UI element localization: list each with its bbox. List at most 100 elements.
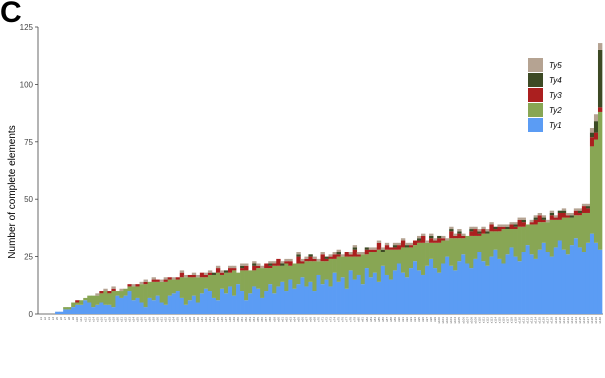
x-tick-label: s50 bbox=[236, 317, 240, 322]
bar-segment-ty5 bbox=[244, 263, 249, 266]
x-tick-label: s21 bbox=[119, 317, 123, 322]
x-tick-label: s98 bbox=[429, 317, 433, 322]
bar-segment-ty3 bbox=[553, 217, 559, 220]
bar-segment-ty3 bbox=[368, 249, 374, 253]
bar-segment-ty1 bbox=[533, 258, 539, 314]
bar-segment-ty1 bbox=[236, 284, 241, 314]
bar-segment-ty2 bbox=[63, 307, 68, 310]
bar-segment-ty5 bbox=[404, 242, 410, 246]
bar-segment-ty2 bbox=[425, 242, 430, 266]
x-tick-label: s133 bbox=[570, 317, 574, 324]
legend-swatch-ty1 bbox=[528, 118, 543, 132]
x-axis-tick-labels: s1 s2 s3 s4 s5 s6 s7 s8 s9 s10 s11 s12 s13 s14 s15 s16 s… bbox=[39, 317, 602, 324]
x-tick-label: s109 bbox=[473, 317, 477, 324]
x-tick-label: s68 bbox=[308, 317, 312, 322]
bar-segment-ty4 bbox=[280, 263, 285, 266]
x-tick-label: s71 bbox=[321, 317, 325, 322]
bar-segment-ty1 bbox=[356, 274, 362, 314]
x-tick-label: s37 bbox=[184, 317, 188, 322]
bar-segment-ty3 bbox=[477, 233, 482, 236]
bar-segment-ty3 bbox=[264, 263, 269, 269]
bar-segment-ty1 bbox=[324, 279, 329, 314]
bar-segment-ty5 bbox=[573, 208, 579, 211]
bar-segment-ty2 bbox=[573, 215, 579, 239]
bar-segment-ty3 bbox=[481, 229, 486, 234]
bar-segment-ty2 bbox=[324, 261, 329, 280]
bar-segment-ty2 bbox=[380, 252, 386, 266]
bar-segment-ty3 bbox=[99, 291, 104, 294]
x-tick-label: s69 bbox=[312, 317, 316, 322]
bar-segment-ty3 bbox=[244, 265, 249, 271]
bar-segment-ty1 bbox=[441, 263, 446, 314]
bar-segment-ty1 bbox=[308, 281, 313, 314]
bar-segment-ty5 bbox=[380, 247, 386, 250]
bar-segment-ty3 bbox=[284, 261, 289, 264]
x-tick-label: s9 bbox=[71, 317, 75, 321]
bar-segment-ty1 bbox=[537, 249, 543, 314]
x-tick-label: s34 bbox=[172, 317, 176, 322]
x-tick-label: s137 bbox=[586, 317, 590, 324]
bar-segment-ty2 bbox=[316, 261, 321, 275]
bar-segment-ty2 bbox=[396, 249, 402, 264]
legend-label-ty1: Ty1 bbox=[549, 121, 562, 130]
bar-segment-ty2 bbox=[497, 231, 502, 259]
bar-segment-ty3 bbox=[408, 245, 414, 248]
bar-segment-ty2 bbox=[276, 265, 281, 287]
bar-segment-ty2 bbox=[569, 217, 575, 246]
bar-segment-ty2 bbox=[147, 281, 152, 298]
bar-segment-ty5 bbox=[320, 252, 325, 255]
bar-segment-ty2 bbox=[585, 212, 591, 243]
bar-segment-ty5 bbox=[384, 242, 390, 246]
x-tick-label: s31 bbox=[160, 317, 164, 322]
bar-segment-ty2 bbox=[561, 217, 567, 250]
bar-segment-ty2 bbox=[336, 256, 341, 282]
bar-segment-ty4 bbox=[392, 245, 398, 248]
bar-segment-ty5 bbox=[561, 208, 567, 211]
x-tick-label: s129 bbox=[554, 317, 558, 324]
x-tick-label: s27 bbox=[144, 317, 148, 322]
bar-segment-ty2 bbox=[368, 252, 374, 278]
bar-segment-ty3 bbox=[577, 212, 583, 216]
bar-segment-ty1 bbox=[412, 261, 418, 314]
bar-segment-ty3 bbox=[497, 226, 502, 232]
bar-segment-ty1 bbox=[489, 256, 494, 314]
x-tick-label: s58 bbox=[268, 317, 272, 322]
bar-segment-ty1 bbox=[481, 261, 486, 314]
x-tick-label: s123 bbox=[530, 317, 534, 324]
bar-segment-ty2 bbox=[296, 263, 301, 285]
x-tick-label: s53 bbox=[248, 317, 252, 322]
bar-segment-ty1 bbox=[252, 286, 257, 314]
x-tick-label: s57 bbox=[264, 317, 268, 322]
x-tick-label: s106 bbox=[461, 317, 465, 324]
bar-segment-ty3 bbox=[288, 261, 293, 266]
x-tick-label: s87 bbox=[385, 317, 389, 322]
bar-segment-ty5 bbox=[260, 265, 265, 269]
bar-segment-ty5 bbox=[240, 263, 245, 266]
bar-segment-ty1 bbox=[380, 265, 386, 314]
bar-segment-ty4 bbox=[541, 217, 547, 220]
bar-segment-ty5 bbox=[300, 258, 305, 262]
bar-segment-ty2 bbox=[244, 270, 249, 301]
bar-segment-ty2 bbox=[521, 226, 526, 253]
x-tick-label: s138 bbox=[590, 317, 594, 324]
bar-segment-ty1 bbox=[244, 300, 249, 314]
x-tick-label: s49 bbox=[232, 317, 236, 322]
bar-segment-ty2 bbox=[179, 277, 185, 298]
bar-segment-ty2 bbox=[465, 235, 470, 264]
x-tick-label: s14 bbox=[91, 317, 95, 322]
x-tick-label: s110 bbox=[477, 317, 481, 324]
bar-segment-ty2 bbox=[159, 281, 165, 303]
bar-segment-ty1 bbox=[521, 252, 526, 314]
bar-segment-ty1 bbox=[155, 295, 160, 314]
bar-segment-ty1 bbox=[107, 304, 112, 314]
x-tick-label: s83 bbox=[369, 317, 373, 322]
x-tick-label: s121 bbox=[522, 317, 526, 324]
bar-segment-ty2 bbox=[219, 274, 225, 289]
bar-segment-ty1 bbox=[264, 291, 269, 314]
bar-segment-ty2 bbox=[589, 146, 595, 234]
bar-segment-ty1 bbox=[433, 268, 438, 314]
bar-segment-ty1 bbox=[55, 311, 60, 314]
bar-segment-ty4 bbox=[577, 210, 583, 213]
bar-segment-ty1 bbox=[67, 309, 72, 314]
